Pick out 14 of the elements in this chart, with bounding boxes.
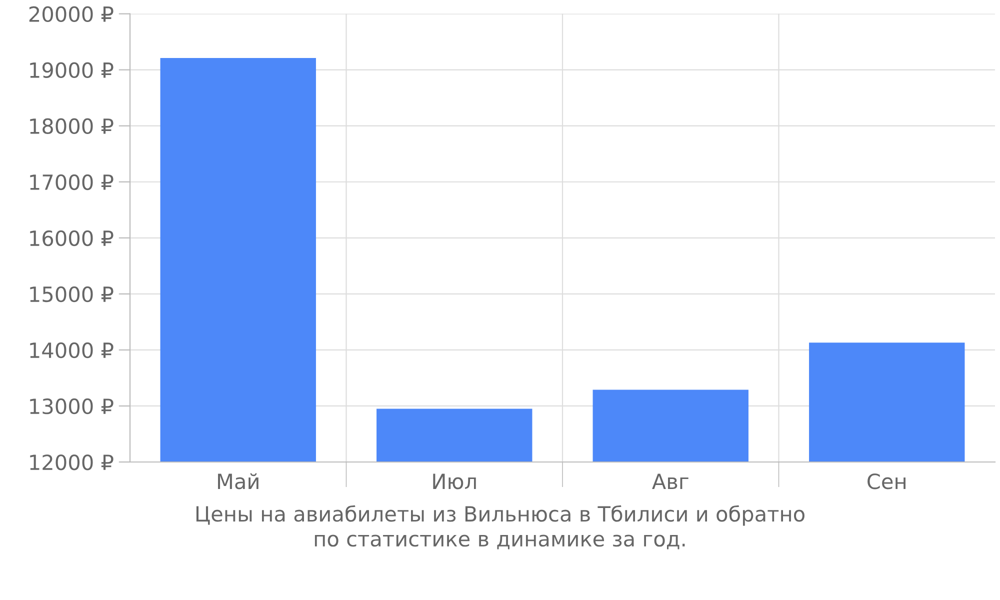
- x-tick-label: Сен: [868, 473, 906, 490]
- y-tick-label: 17000 ₽: [30, 174, 114, 190]
- x-tick-label: Авг: [652, 474, 688, 489]
- text: Цены на авиабилеты из Вильнюса в Тбилиси и обратно по статистике в динамике за год.: [196, 505, 804, 550]
- y-tick-label: 18000 ₽: [30, 118, 114, 134]
- y-tick-label: 19000 ₽: [30, 62, 114, 78]
- y-tick-label: 14000 ₽: [30, 342, 114, 358]
- y-tick-label: 15000 ₽: [30, 286, 114, 302]
- x-tick-label: Май: [218, 473, 258, 490]
- y-tick-label: 16000 ₽: [30, 230, 114, 246]
- y-tick-label: 12000 ₽: [30, 454, 114, 470]
- y-tick-label: 13000 ₽: [30, 398, 114, 414]
- y-tick-label: 20000 ₽: [29, 6, 114, 22]
- x-tick-label: Июл: [433, 474, 476, 490]
